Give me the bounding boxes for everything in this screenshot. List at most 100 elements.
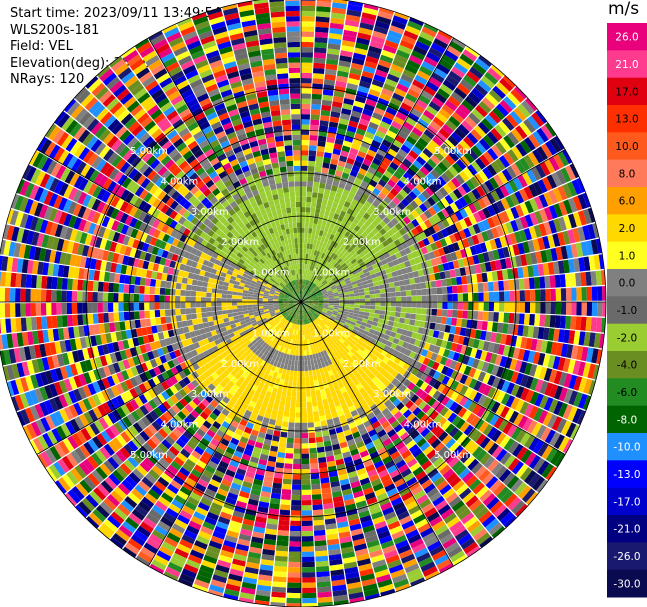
velocity-gate xyxy=(528,277,535,289)
velocity-gate xyxy=(301,525,313,532)
velocity-gate xyxy=(425,244,433,253)
velocity-gate xyxy=(367,265,374,272)
velocity-gate xyxy=(372,112,383,121)
velocity-gate xyxy=(469,66,484,79)
velocity-gate xyxy=(531,112,545,127)
velocity-gate xyxy=(445,278,452,287)
velocity-gate xyxy=(538,223,547,237)
velocity-gate xyxy=(390,175,400,184)
velocity-gate xyxy=(308,365,312,371)
velocity-gate xyxy=(325,276,331,282)
velocity-gate xyxy=(509,290,515,302)
velocity-gate xyxy=(425,259,433,268)
velocity-gate xyxy=(423,228,432,238)
velocity-gate xyxy=(331,7,347,15)
velocity-gate xyxy=(313,218,319,225)
velocity-gate xyxy=(346,82,359,91)
velocity-gate xyxy=(486,131,499,144)
velocity-gate xyxy=(284,458,293,464)
velocity-gate xyxy=(411,307,417,314)
velocity-gate xyxy=(316,441,324,448)
velocity-gate xyxy=(430,169,441,180)
velocity-gate xyxy=(369,204,377,212)
velocity-gate xyxy=(416,170,426,180)
velocity-gate xyxy=(423,129,435,140)
velocity-gate xyxy=(406,181,416,191)
velocity-gate xyxy=(417,137,429,148)
velocity-gate xyxy=(309,458,318,464)
velocity-gate xyxy=(423,23,439,33)
velocity-gate xyxy=(335,282,341,287)
velocity-gate xyxy=(287,577,301,583)
velocity-gate xyxy=(474,243,483,254)
velocity-gate xyxy=(347,240,354,247)
velocity-gate xyxy=(517,103,531,118)
velocity-gate xyxy=(313,379,319,386)
velocity-gate xyxy=(390,254,398,261)
velocity-gate xyxy=(426,51,441,63)
velocity-gate xyxy=(301,191,307,197)
velocity-gate xyxy=(315,273,319,279)
velocity-gate xyxy=(476,232,485,244)
velocity-gate xyxy=(324,188,331,196)
velocity-gate xyxy=(444,154,456,166)
velocity-gate xyxy=(311,265,315,271)
velocity-gate xyxy=(386,237,394,245)
velocity-gate xyxy=(351,236,358,243)
velocity-gate xyxy=(305,207,311,213)
velocity-gate xyxy=(471,188,482,200)
velocity-gate xyxy=(354,133,364,141)
velocity-gate xyxy=(327,244,333,251)
velocity-gate xyxy=(510,163,522,177)
velocity-gate xyxy=(291,494,301,501)
velocity-gate xyxy=(326,277,332,283)
velocity-gate xyxy=(368,88,381,98)
velocity-gate xyxy=(399,176,409,185)
velocity-gate xyxy=(301,134,310,141)
velocity-gate xyxy=(401,35,417,45)
velocity-gate xyxy=(419,166,430,176)
velocity-gate xyxy=(314,286,319,291)
velocity-gate xyxy=(379,54,394,64)
velocity-gate xyxy=(560,167,572,183)
velocity-gate xyxy=(301,139,309,146)
velocity-gate xyxy=(361,70,375,79)
velocity-gate xyxy=(334,138,344,146)
velocity-gate xyxy=(543,192,554,206)
velocity-gate xyxy=(348,275,355,280)
velocity-gate xyxy=(358,168,367,176)
velocity-gate xyxy=(302,546,315,552)
velocity-gate xyxy=(401,302,407,308)
velocity-gate xyxy=(275,462,285,469)
velocity-gate xyxy=(339,118,349,126)
velocity-gate xyxy=(401,198,410,207)
velocity-gate xyxy=(418,255,426,263)
velocity-gate xyxy=(381,116,393,125)
velocity-gate xyxy=(458,196,468,208)
velocity-gate xyxy=(398,210,407,219)
velocity-gate xyxy=(273,571,287,578)
velocity-gate xyxy=(310,260,315,266)
velocity-gate xyxy=(318,257,323,264)
velocity-gate xyxy=(426,124,438,136)
velocity-gate xyxy=(442,123,454,135)
velocity-gate xyxy=(371,263,379,270)
velocity-gate xyxy=(322,94,333,101)
velocity-gate xyxy=(464,95,478,108)
velocity-gate xyxy=(540,124,554,140)
velocity-gate xyxy=(539,276,546,289)
velocity-gate xyxy=(349,67,362,76)
velocity-gate xyxy=(337,123,348,131)
velocity-gate xyxy=(382,240,390,248)
velocity-gate xyxy=(383,196,392,205)
velocity-gate xyxy=(553,135,565,151)
velocity-gate xyxy=(350,267,357,273)
velocity-gate xyxy=(394,222,403,231)
velocity-gate xyxy=(343,224,350,231)
velocity-gate xyxy=(326,288,332,292)
velocity-gate xyxy=(316,11,331,18)
velocity-gate xyxy=(544,314,551,328)
velocity-gate xyxy=(380,306,386,311)
velocity-gate xyxy=(432,203,441,214)
velocity-gate xyxy=(437,147,448,158)
